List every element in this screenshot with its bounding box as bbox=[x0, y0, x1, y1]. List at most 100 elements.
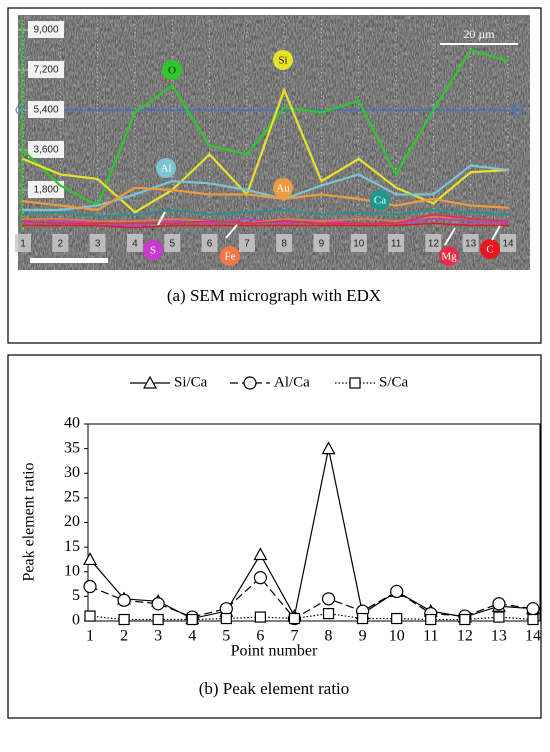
y-tick-label: 9,000 bbox=[33, 25, 58, 36]
data-point bbox=[395, 193, 398, 196]
panel-b-border bbox=[7, 354, 542, 719]
legend-marker bbox=[220, 246, 240, 266]
data-point bbox=[208, 153, 211, 156]
data-point bbox=[432, 215, 435, 218]
marker bbox=[117, 593, 131, 607]
data-point bbox=[283, 217, 286, 220]
x-tick-label: 5 bbox=[222, 628, 230, 645]
x-tick-box bbox=[15, 234, 31, 252]
x-tick-label: 14 bbox=[502, 239, 514, 250]
y-tick-box bbox=[28, 141, 64, 158]
marker bbox=[425, 613, 437, 626]
y-axis-label: Peak element ratio bbox=[21, 462, 38, 581]
data-point bbox=[432, 209, 435, 211]
data-point bbox=[59, 211, 62, 214]
data-point bbox=[245, 189, 248, 191]
data-point bbox=[357, 157, 360, 160]
x-axis-label: Point number bbox=[231, 643, 318, 660]
x-tick-box bbox=[462, 234, 479, 252]
marker bbox=[254, 611, 266, 623]
data-point bbox=[59, 222, 62, 225]
legend-marker bbox=[142, 375, 158, 389]
data-point bbox=[357, 217, 360, 220]
y-tick-label: 40 bbox=[64, 415, 80, 432]
legend-marker bbox=[273, 178, 293, 198]
legend-label: Au bbox=[276, 183, 290, 195]
data-point bbox=[395, 173, 398, 176]
data-point bbox=[507, 60, 509, 63]
x-tick-label: 8 bbox=[325, 628, 333, 645]
data-point bbox=[320, 224, 323, 227]
legend-label: S/Ca bbox=[379, 374, 409, 390]
x-tick-label: 2 bbox=[58, 239, 64, 250]
data-point bbox=[395, 204, 398, 207]
data-point bbox=[208, 222, 211, 225]
data-point bbox=[171, 222, 174, 225]
data-point bbox=[171, 224, 174, 227]
data-point bbox=[245, 193, 248, 196]
x-tick-label: 13 bbox=[465, 239, 477, 250]
data-point bbox=[320, 111, 323, 114]
legend-marker bbox=[143, 240, 163, 260]
data-point bbox=[507, 224, 509, 227]
y-tick-label: 15 bbox=[64, 538, 80, 555]
data-point bbox=[133, 193, 136, 196]
data-point bbox=[171, 189, 174, 191]
legend-marker bbox=[243, 376, 257, 390]
legend-label: C bbox=[486, 244, 493, 256]
legend-marker bbox=[273, 50, 293, 70]
marker bbox=[288, 612, 301, 625]
data-point bbox=[320, 184, 323, 187]
x-tick-box bbox=[313, 234, 330, 252]
data-point bbox=[469, 211, 472, 214]
marker bbox=[321, 592, 336, 606]
x-tick-box bbox=[238, 234, 255, 252]
data-point bbox=[59, 220, 62, 223]
data-point bbox=[395, 213, 398, 216]
x-tick-label: 12 bbox=[428, 239, 440, 250]
data-point bbox=[208, 224, 211, 227]
data-point bbox=[283, 106, 286, 109]
data-point bbox=[469, 49, 472, 51]
x-tick-label: 4 bbox=[188, 628, 196, 645]
marker bbox=[186, 613, 198, 626]
data-point bbox=[432, 213, 435, 216]
x-tick-label: 1 bbox=[20, 239, 26, 250]
data-point bbox=[395, 186, 398, 189]
data-point bbox=[96, 222, 99, 225]
data-point bbox=[357, 173, 360, 176]
y-tick-label: 35 bbox=[64, 439, 80, 456]
x-tick-label: 9 bbox=[359, 628, 367, 645]
data-point bbox=[22, 222, 24, 225]
data-point bbox=[395, 222, 398, 225]
data-point bbox=[469, 171, 472, 174]
x-tick-label: 8 bbox=[281, 239, 287, 250]
y-tick-box bbox=[28, 181, 64, 198]
data-point bbox=[357, 224, 360, 227]
data-point bbox=[507, 169, 509, 171]
series-line bbox=[23, 215, 509, 225]
y-tick-label: 20 bbox=[64, 513, 80, 530]
data-point bbox=[96, 204, 99, 207]
reference-marker bbox=[512, 104, 524, 116]
data-point bbox=[133, 186, 136, 189]
data-point bbox=[171, 209, 174, 211]
x-tick-label: 2 bbox=[120, 628, 128, 645]
data-point bbox=[208, 220, 211, 223]
marker bbox=[83, 579, 97, 594]
scale-bar-small bbox=[30, 258, 108, 263]
marker bbox=[493, 611, 505, 623]
x-tick-label: 1 bbox=[86, 628, 94, 645]
data-point bbox=[96, 215, 99, 218]
data-point bbox=[245, 217, 248, 220]
y-tick-label: 5 bbox=[72, 587, 80, 604]
data-point bbox=[320, 180, 323, 183]
marker bbox=[526, 602, 540, 616]
marker bbox=[492, 597, 506, 611]
x-tick-box bbox=[425, 234, 442, 252]
y-tick-label: 1,800 bbox=[33, 185, 58, 196]
x-tick-label: 14 bbox=[525, 628, 541, 645]
data-point bbox=[22, 149, 24, 151]
legend-marker bbox=[156, 158, 176, 178]
x-tick-label: 3 bbox=[95, 239, 101, 250]
